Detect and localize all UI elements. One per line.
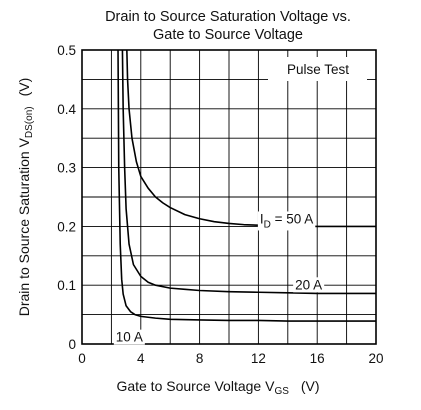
y-tick-label: 0.2 xyxy=(57,219,76,234)
y-tick-label: 0.3 xyxy=(57,161,76,176)
chart-title-line-2: Gate to Source Voltage xyxy=(153,27,303,43)
series-label-bg xyxy=(113,329,145,345)
y-tick-label: 0.5 xyxy=(57,43,76,58)
x-axis-title-sub: GS xyxy=(274,386,289,397)
plot-frame xyxy=(81,49,377,345)
y-axis-title-unit: (V) xyxy=(16,78,32,97)
y-axis-title-sub: DS(on) xyxy=(24,106,35,138)
series-labels: ID = 50 A 20 A 10 A xyxy=(113,211,325,345)
curves xyxy=(117,49,376,322)
annotation-box xyxy=(268,57,367,81)
x-axis-title-unit: (V) xyxy=(301,378,320,394)
x-tick-label: 8 xyxy=(196,351,204,366)
x-tick-label: 0 xyxy=(78,351,86,366)
series-label-1: 20 A xyxy=(295,277,322,292)
series-label-0: ID = 50 A xyxy=(260,211,313,230)
x-tick-labels: 0 4 8 12 16 20 xyxy=(78,351,383,366)
annotation-pulse-test: Pulse Test xyxy=(287,62,349,77)
series-label-2: 10 A xyxy=(116,330,143,345)
x-axis-title-main: Gate to Source Voltage V xyxy=(116,378,275,394)
chart-title-line-1: Drain to Source Saturation Voltage vs. xyxy=(105,9,351,25)
x-tick-label: 20 xyxy=(368,351,383,366)
series-label-bg xyxy=(293,277,325,293)
x-tick-label: 12 xyxy=(251,351,266,366)
x-axis-title: Gate to Source Voltage VGS (V) xyxy=(116,378,319,397)
x-tick-label: 16 xyxy=(310,351,325,366)
y-axis-title: Drain to Source Saturation VDS(on) (V) xyxy=(16,78,35,317)
series-line-2 xyxy=(117,49,376,322)
y-axis-title-main: Drain to Source Saturation V xyxy=(16,137,32,316)
y-tick-label: 0 xyxy=(68,337,76,352)
y-tick-labels: 0 0.1 0.2 0.3 0.4 0.5 xyxy=(57,43,76,352)
x-tick-label: 4 xyxy=(137,351,145,366)
y-tick-label: 0.1 xyxy=(57,278,76,293)
y-tick-label: 0.4 xyxy=(57,102,76,117)
series-label-bg xyxy=(257,211,316,231)
series-line-1 xyxy=(121,49,376,295)
